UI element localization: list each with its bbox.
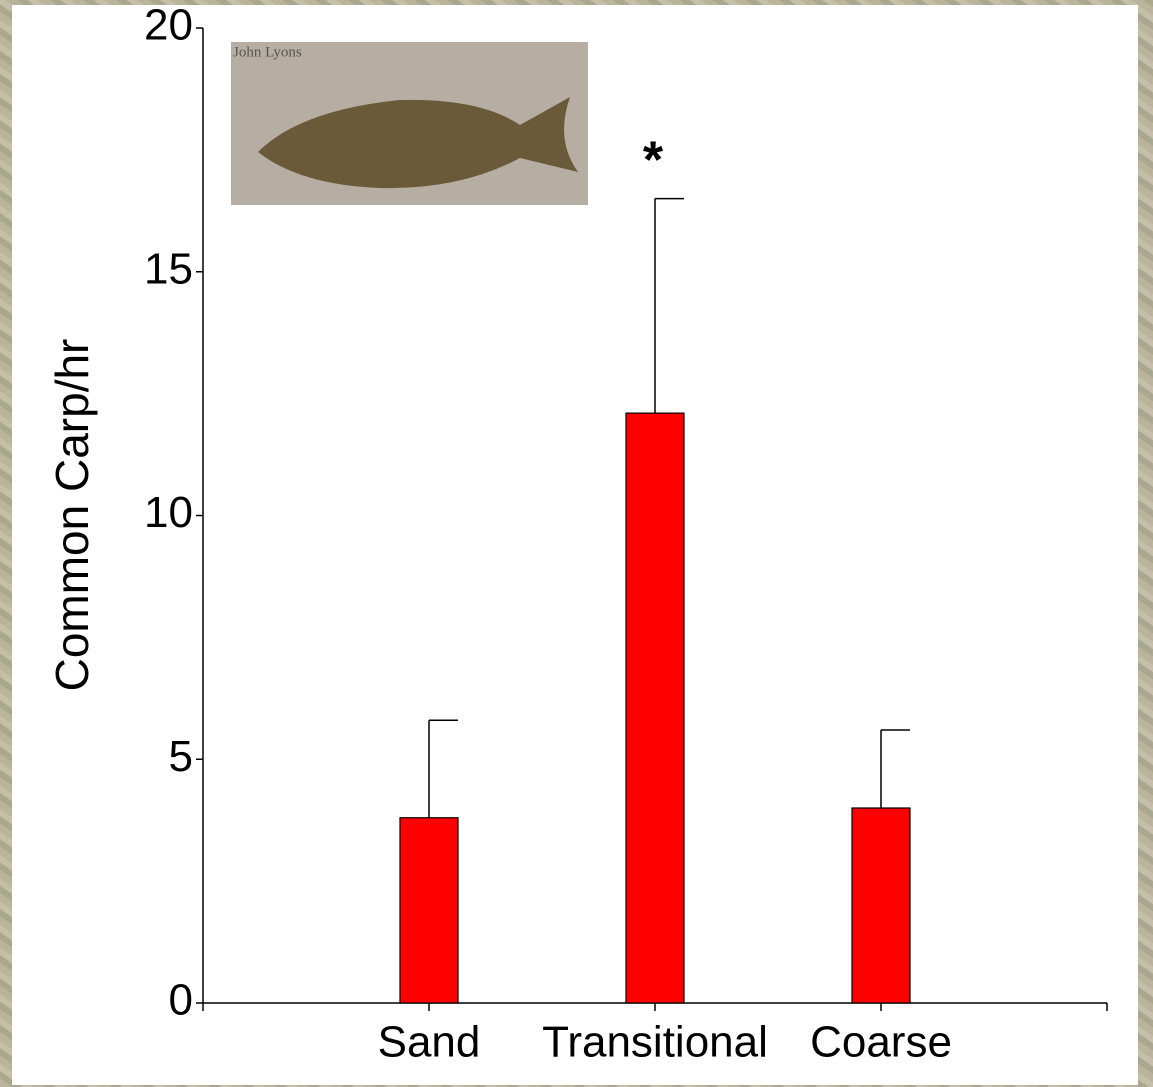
significance-marker: *	[643, 131, 664, 189]
bar	[399, 817, 459, 1004]
y-tick-label: 0	[169, 976, 193, 1025]
y-axis-label: Common Carp/hr	[46, 339, 98, 692]
x-tick-label: Transitional	[542, 1018, 768, 1067]
bar	[851, 807, 911, 1004]
y-tick-label: 5	[169, 732, 193, 781]
fish-shape	[258, 97, 578, 189]
y-tick-label: 20	[144, 1, 193, 50]
y-tick-label: 10	[144, 488, 193, 537]
bar	[625, 412, 685, 1004]
y-tick-label: 15	[144, 244, 193, 293]
fish-photo: John Lyons	[231, 42, 588, 205]
x-tick-label: Sand	[378, 1018, 481, 1067]
x-tick-label: Coarse	[810, 1018, 952, 1067]
image-credit: John Lyons	[233, 44, 302, 60]
